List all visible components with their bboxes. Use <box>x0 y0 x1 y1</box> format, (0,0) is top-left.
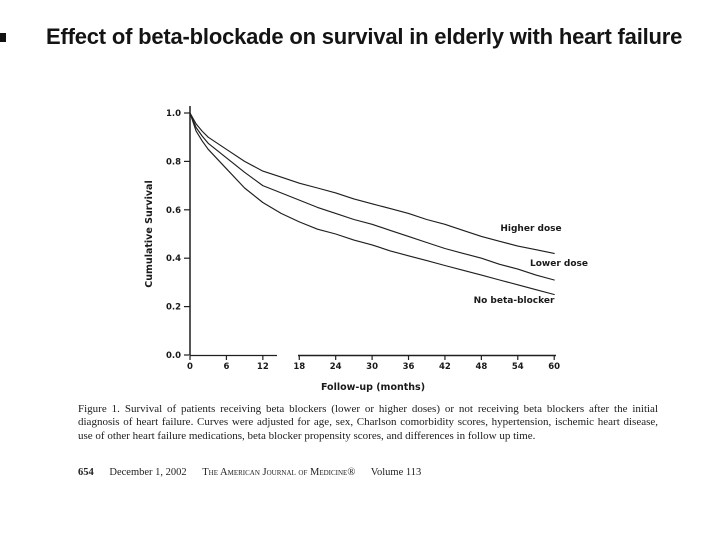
x-axis-title: Follow-up (months) <box>321 382 425 393</box>
x-tick-label: 36 <box>403 362 415 372</box>
series-line-0 <box>189 112 555 254</box>
figure-caption-text: Survival of patients receiving beta bloc… <box>78 403 658 442</box>
footer-page-number: 654 <box>78 467 94 478</box>
figure-label: Figure 1. <box>78 403 120 415</box>
slide-title: Effect of beta-blockade on survival in e… <box>46 24 683 49</box>
legend-label-2: No beta-blocker <box>474 296 555 306</box>
footer-volume: Volume 113 <box>370 467 422 478</box>
x-tick-label: 60 <box>548 362 560 372</box>
footer-date: December 1, 2002 <box>109 467 187 478</box>
x-tick-label: 24 <box>330 362 342 372</box>
scan-artifact-mark <box>0 33 6 42</box>
y-axis-title: Cumulative Survival <box>144 180 155 287</box>
journal-footer: 654 December 1, 2002 The American Journa… <box>78 467 638 478</box>
y-tick-label: 0.0 <box>166 351 181 361</box>
x-tick-label: 12 <box>257 362 269 372</box>
figure-caption: Figure 1. Survival of patients receiving … <box>78 403 658 443</box>
x-tick-label: 42 <box>439 362 451 372</box>
x-tick-label: 54 <box>512 362 524 372</box>
y-tick-label: 0.4 <box>166 254 181 264</box>
x-tick-label: 6 <box>223 362 229 372</box>
x-tick-label: 0 <box>187 362 193 372</box>
x-tick-label: 18 <box>293 362 305 372</box>
legend-label-0: Higher dose <box>500 224 561 234</box>
x-tick-label: 48 <box>475 362 487 372</box>
y-tick-label: 0.2 <box>166 303 181 313</box>
y-tick-label: 0.8 <box>166 157 181 167</box>
footer-journal-name: The American Journal of Medicine® <box>202 467 356 478</box>
series-line-2 <box>189 112 555 296</box>
y-tick-label: 0.6 <box>166 206 181 216</box>
y-tick-label: 1.0 <box>166 109 181 119</box>
legend-label-1: Lower dose <box>530 259 588 269</box>
x-tick-label: 30 <box>366 362 378 372</box>
series-line-1 <box>189 112 555 281</box>
